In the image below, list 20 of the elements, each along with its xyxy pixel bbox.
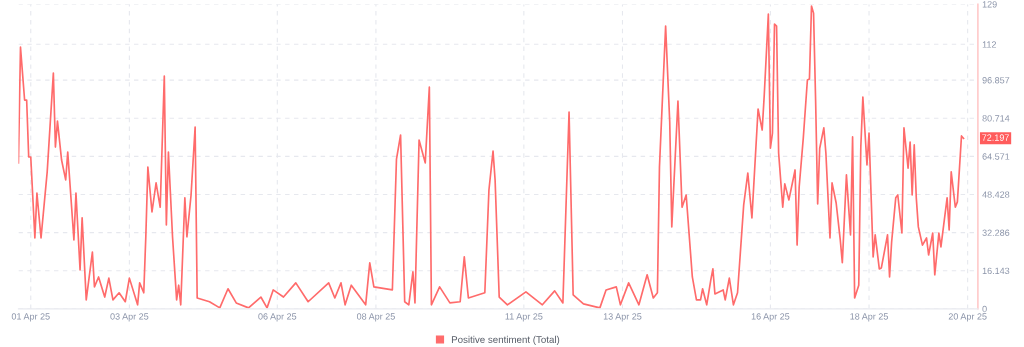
y-tick-label: 48.428 bbox=[982, 191, 1010, 198]
x-tick-label: 20 Apr 25 bbox=[948, 313, 987, 322]
y-tick-label: 80.714 bbox=[982, 115, 1010, 122]
x-tick-label: 11 Apr 25 bbox=[505, 313, 543, 322]
y-tick-label: 64.571 bbox=[982, 153, 1010, 160]
y-tick-label: 129 bbox=[982, 1, 997, 8]
x-tick-label: 16 Apr 25 bbox=[751, 313, 790, 322]
x-tick-label: 01 Apr 25 bbox=[11, 313, 50, 322]
y-tick-label: 16.143 bbox=[982, 267, 1010, 275]
x-tick-label: 06 Apr 25 bbox=[258, 313, 297, 322]
legend-label: Positive sentiment (Total) bbox=[451, 335, 560, 345]
annotation: 72.197 bbox=[982, 134, 1009, 141]
x-tick-label: 03 Apr 25 bbox=[110, 313, 149, 322]
x-tick-label: 13 Apr 25 bbox=[603, 313, 642, 322]
y-tick-label: 112 bbox=[982, 41, 997, 48]
x-tick-label: 08 Apr 25 bbox=[356, 313, 395, 322]
y-tick-label: 0 bbox=[982, 305, 987, 313]
y-tick-label: 96.857 bbox=[982, 77, 1010, 84]
y-tick-label: 32.286 bbox=[982, 229, 1010, 236]
x-tick-label: 18 Apr 25 bbox=[850, 313, 888, 322]
